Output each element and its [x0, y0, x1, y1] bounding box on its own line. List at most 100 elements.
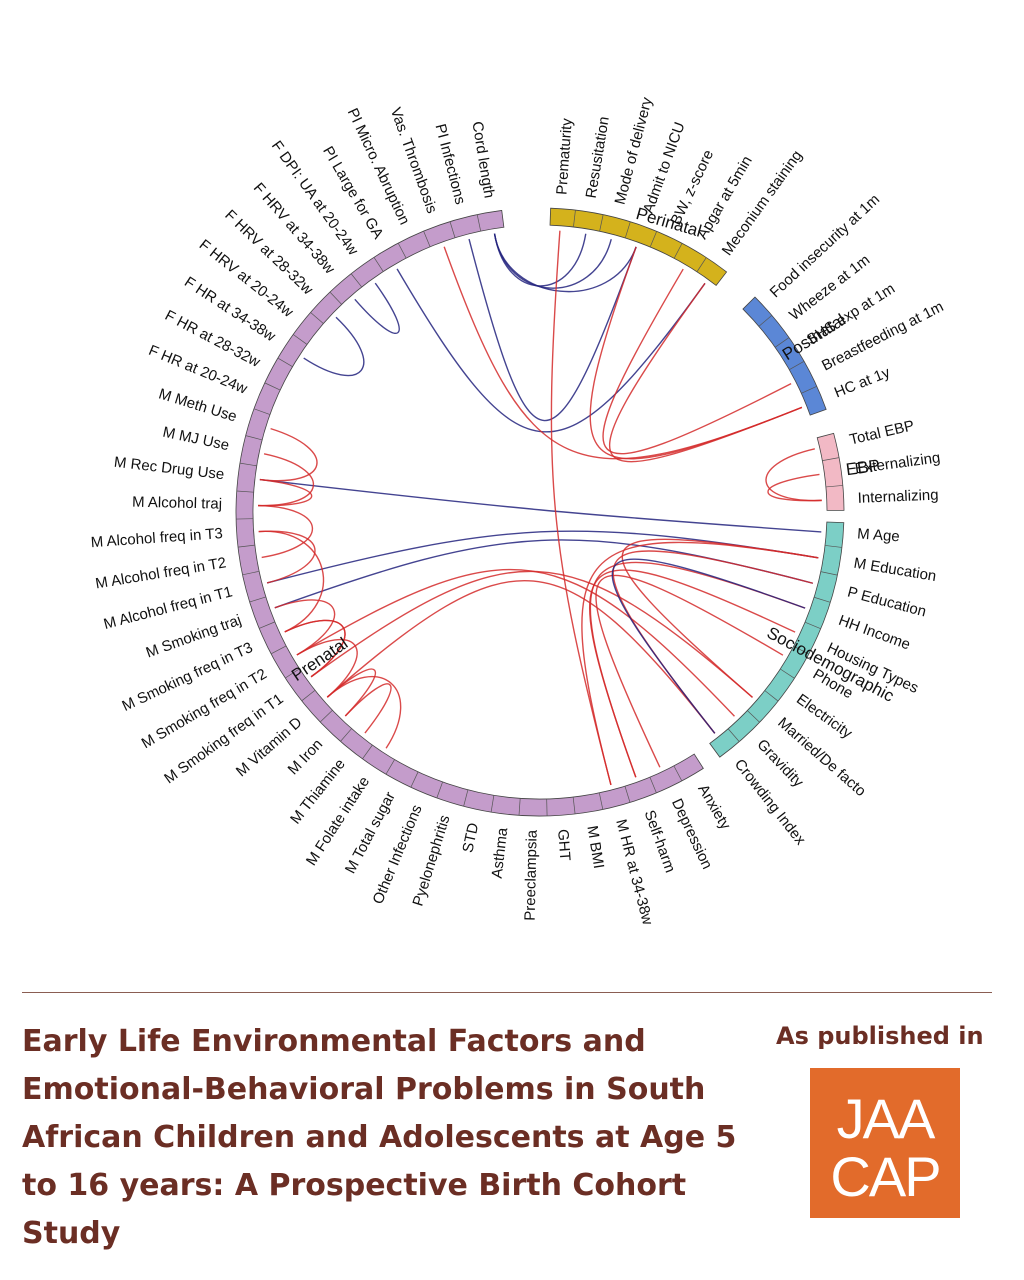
- item-label: Resusitation: [583, 115, 613, 199]
- item-tick: [624, 786, 631, 803]
- link-positive: [621, 538, 819, 698]
- link-negative: [468, 238, 637, 422]
- link-positive: [602, 268, 792, 455]
- item-tick: [649, 776, 657, 793]
- group-arc-1: [742, 296, 827, 416]
- link-negative: [259, 478, 822, 533]
- item-tick: [825, 485, 843, 488]
- link-positive: [765, 448, 822, 502]
- link-negative: [303, 316, 365, 377]
- link-positive: [284, 619, 346, 678]
- item-tick: [285, 668, 300, 679]
- link-positive: [608, 282, 803, 463]
- arcs-layer: [235, 207, 845, 817]
- item-tick: [362, 744, 373, 760]
- item-label: STD: [459, 821, 482, 854]
- item-label: Prematurity: [553, 117, 575, 195]
- item-tick: [292, 334, 308, 345]
- item-label: F HRV at 20-24w: [196, 236, 297, 321]
- logo-line2: CAP: [830, 1145, 939, 1208]
- item-label: M BMI: [583, 824, 607, 870]
- item-label: M Alcohol traj: [132, 494, 222, 513]
- item-tick: [747, 710, 760, 723]
- item-tick: [780, 668, 795, 679]
- link-negative: [493, 233, 612, 289]
- item-label: M Meth Use: [157, 385, 239, 425]
- item-label: M Smoking freq in T3: [120, 639, 256, 715]
- item-tick: [264, 382, 281, 391]
- jaacap-logo: JAA CAP: [810, 1068, 960, 1218]
- item-tick: [385, 759, 395, 775]
- item-label: Preeclampsia: [522, 829, 541, 921]
- link-positive: [258, 453, 315, 507]
- item-label: Internalizing: [857, 487, 939, 507]
- item-tick: [793, 645, 809, 655]
- link-positive: [344, 683, 392, 734]
- item-tick: [237, 544, 255, 548]
- item-tick: [253, 408, 271, 415]
- link-negative: [396, 268, 706, 433]
- item-tick: [764, 690, 779, 702]
- item-label: PI Infections: [432, 122, 469, 206]
- link-positive: [310, 570, 753, 698]
- item-tick: [245, 435, 263, 441]
- item-tick: [373, 257, 384, 272]
- item-label: Total EBP: [848, 417, 916, 448]
- item-label: M Iron: [285, 736, 327, 778]
- link-positive: [326, 668, 376, 717]
- item-label: M Alcohol freq in T2: [94, 554, 227, 592]
- link-positive: [258, 504, 314, 559]
- logo-line1: JAA: [837, 1087, 936, 1150]
- item-tick: [774, 337, 790, 348]
- item-label: Asthma: [489, 826, 512, 879]
- link-positive: [767, 473, 822, 502]
- link-negative: [354, 282, 400, 334]
- item-tick: [476, 214, 482, 232]
- link-positive: [581, 541, 819, 786]
- item-label: M Rec Drug Use: [113, 454, 225, 484]
- item-label: GHT: [554, 829, 573, 862]
- item-tick: [758, 315, 773, 327]
- item-tick: [259, 621, 276, 629]
- item-label: M MJ Use: [161, 424, 231, 455]
- item-tick: [696, 257, 707, 272]
- link-negative: [611, 558, 806, 734]
- link-positive: [258, 478, 313, 507]
- link-positive: [258, 530, 316, 584]
- item-label: Anxiety: [694, 782, 734, 833]
- item-tick: [319, 709, 333, 723]
- item-tick: [310, 312, 324, 324]
- item-tick: [825, 545, 842, 548]
- item-tick: [436, 781, 443, 799]
- item-tick: [673, 765, 683, 782]
- link-positive: [259, 427, 318, 482]
- item-tick: [329, 291, 343, 305]
- published-in-label: As published in: [776, 1022, 984, 1050]
- item-tick: [804, 621, 821, 630]
- item-tick: [350, 273, 363, 288]
- item-label: M Education: [852, 555, 937, 585]
- group-arc-2: [816, 432, 845, 511]
- item-tick: [239, 462, 257, 467]
- item-tick: [598, 792, 604, 810]
- item-tick: [573, 210, 576, 227]
- item-tick: [490, 795, 495, 813]
- item-tick: [270, 645, 287, 655]
- link-positive: [443, 246, 803, 460]
- item-label: Self-harm: [641, 808, 679, 875]
- link-positive: [296, 638, 358, 698]
- link-negative: [266, 530, 819, 584]
- item-label: M Alcohol freq in T3: [90, 525, 223, 551]
- item-tick: [410, 771, 419, 788]
- item-tick: [277, 357, 293, 367]
- item-tick: [463, 789, 469, 807]
- link-negative: [493, 233, 587, 287]
- link-positive: [595, 574, 784, 768]
- item-tick: [820, 571, 838, 576]
- links-layer: [258, 230, 822, 786]
- item-tick: [572, 797, 576, 815]
- link-positive: [588, 569, 796, 778]
- item-tick: [624, 221, 631, 239]
- link-positive: [274, 599, 336, 656]
